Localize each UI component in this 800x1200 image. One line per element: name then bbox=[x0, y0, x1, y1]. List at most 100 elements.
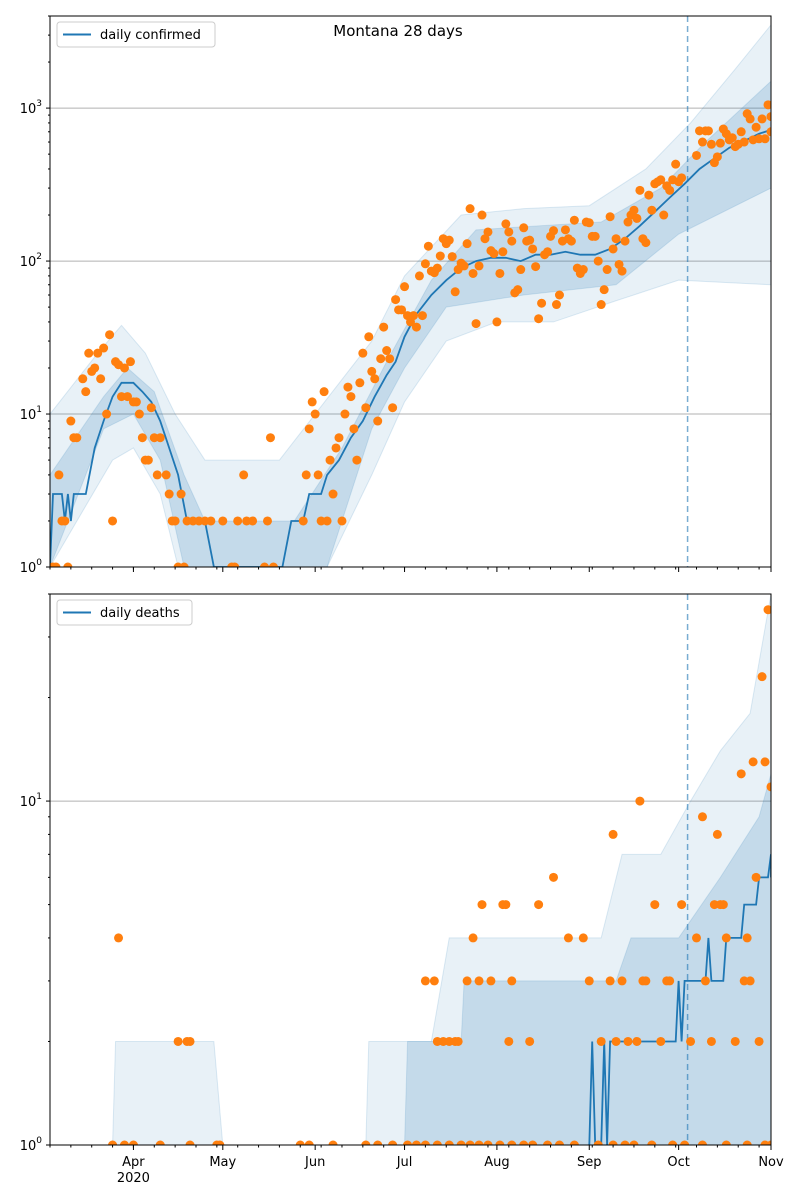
data-point bbox=[248, 516, 258, 526]
data-point bbox=[760, 757, 770, 767]
data-point bbox=[617, 976, 627, 986]
legend-label: daily confirmed bbox=[100, 28, 201, 43]
y-tick-label: 100 bbox=[20, 558, 43, 576]
data-point bbox=[417, 311, 427, 321]
data-point bbox=[325, 455, 335, 465]
data-point bbox=[697, 137, 707, 147]
data-point bbox=[179, 562, 189, 567]
data-point bbox=[337, 516, 347, 526]
confidence-band bbox=[50, 773, 771, 1145]
data-point bbox=[400, 282, 410, 292]
data-point bbox=[444, 1140, 454, 1145]
data-point bbox=[647, 205, 657, 215]
data-point bbox=[584, 218, 594, 228]
data-point bbox=[328, 1140, 338, 1145]
data-point bbox=[310, 409, 320, 419]
data-point bbox=[474, 1140, 484, 1145]
data-point bbox=[170, 516, 180, 526]
data-point bbox=[495, 1140, 505, 1145]
data-point bbox=[295, 1140, 305, 1145]
data-point bbox=[751, 872, 761, 882]
data-point bbox=[462, 239, 472, 249]
data-point bbox=[367, 366, 377, 376]
data-point bbox=[736, 127, 746, 137]
data-point bbox=[596, 300, 606, 310]
data-point bbox=[420, 976, 430, 986]
data-point bbox=[304, 1140, 314, 1145]
data-point bbox=[420, 259, 430, 269]
x-tick-label: Apr bbox=[122, 1155, 145, 1170]
data-point bbox=[152, 470, 162, 480]
data-point bbox=[680, 1140, 690, 1145]
data-point bbox=[611, 234, 621, 244]
data-point bbox=[468, 933, 478, 943]
x-tick-label: Aug bbox=[484, 1155, 509, 1170]
data-point bbox=[641, 238, 651, 248]
data-point bbox=[486, 976, 496, 986]
confidence-band bbox=[50, 594, 771, 1145]
data-point bbox=[554, 1140, 564, 1145]
data-point bbox=[105, 330, 115, 340]
data-point bbox=[268, 562, 278, 567]
data-point bbox=[656, 1036, 666, 1046]
data-point bbox=[748, 757, 758, 767]
data-point bbox=[420, 1140, 430, 1145]
data-point bbox=[754, 1036, 764, 1046]
data-point bbox=[611, 1036, 621, 1046]
data-point bbox=[328, 489, 338, 499]
data-point bbox=[459, 261, 469, 271]
data-point bbox=[376, 354, 386, 364]
data-point bbox=[593, 1140, 603, 1145]
data-point bbox=[745, 114, 755, 124]
data-point bbox=[63, 562, 73, 567]
data-point bbox=[301, 470, 311, 480]
data-point bbox=[659, 210, 669, 220]
data-point bbox=[766, 782, 771, 792]
data-point bbox=[635, 185, 645, 195]
data-point bbox=[414, 271, 424, 281]
data-point bbox=[102, 409, 112, 419]
data-point bbox=[444, 235, 454, 245]
data-point bbox=[599, 285, 609, 295]
data-point bbox=[718, 900, 728, 910]
data-point bbox=[456, 1140, 466, 1145]
data-point bbox=[528, 244, 538, 254]
data-point bbox=[620, 236, 630, 246]
data-point bbox=[60, 516, 70, 526]
data-point bbox=[608, 1140, 618, 1145]
data-point bbox=[423, 241, 433, 251]
data-point bbox=[131, 397, 141, 407]
data-point bbox=[128, 1140, 138, 1145]
data-point bbox=[462, 976, 472, 986]
legend: daily confirmed bbox=[56, 21, 216, 48]
data-point bbox=[623, 1036, 633, 1046]
x-tick-label: 2020 bbox=[117, 1171, 150, 1186]
data-point bbox=[593, 256, 603, 266]
data-point bbox=[504, 1036, 514, 1046]
data-point bbox=[96, 374, 106, 384]
data-point bbox=[137, 433, 147, 443]
legend-box bbox=[56, 599, 193, 626]
data-point bbox=[766, 1140, 771, 1145]
data-point bbox=[578, 933, 588, 943]
legend: daily deaths bbox=[56, 599, 193, 626]
data-point bbox=[373, 416, 383, 426]
data-point bbox=[632, 213, 642, 223]
x-tick-label: Nov bbox=[758, 1155, 784, 1170]
data-point bbox=[343, 382, 353, 392]
data-point bbox=[641, 976, 651, 986]
data-point bbox=[537, 298, 547, 308]
data-point bbox=[715, 138, 725, 148]
data-point bbox=[584, 976, 594, 986]
data-point bbox=[692, 933, 702, 943]
data-point bbox=[531, 262, 541, 272]
data-point bbox=[331, 443, 341, 453]
data-point bbox=[373, 1140, 383, 1145]
data-point bbox=[617, 266, 627, 276]
data-point bbox=[265, 433, 275, 443]
data-point bbox=[349, 424, 359, 434]
data-point bbox=[408, 311, 418, 321]
data-point bbox=[590, 231, 600, 241]
x-tick-label: Sep bbox=[577, 1155, 602, 1170]
